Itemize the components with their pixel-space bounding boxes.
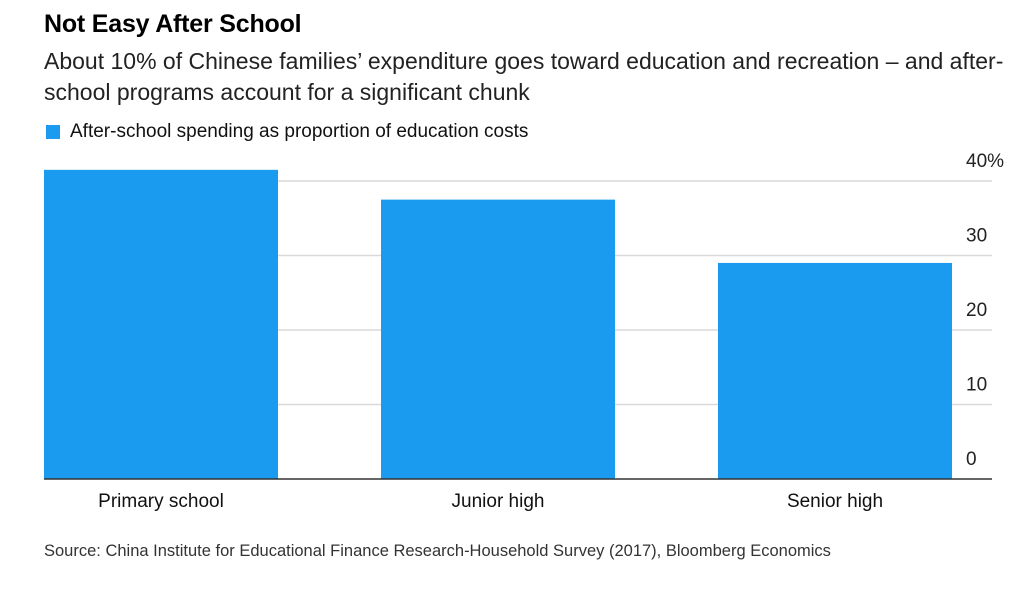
- x-tick-label: Junior high: [452, 491, 545, 512]
- chart-subtitle: About 10% of Chinese families’ expenditu…: [44, 48, 1004, 105]
- bar: [718, 262, 952, 479]
- x-axis-labels: Primary school Junior high Senior high: [98, 491, 883, 512]
- legend-swatch: [46, 125, 60, 139]
- legend-label: After-school spending as proportion of e…: [70, 121, 529, 142]
- y-tick-label: 20: [966, 300, 987, 321]
- legend: After-school spending as proportion of e…: [46, 121, 528, 143]
- bar: [381, 199, 615, 479]
- source-note: Source: China Institute for Educational …: [44, 542, 831, 560]
- y-tick-label: 0: [966, 449, 977, 470]
- x-tick-label: Primary school: [98, 491, 224, 512]
- y-tick-label: 40%: [966, 151, 1004, 172]
- y-tick-label: 10: [966, 375, 987, 396]
- chart-title: Not Easy After School: [44, 10, 302, 38]
- bar: [44, 169, 278, 479]
- bars: [44, 169, 952, 479]
- y-axis-ticks: 0 10 20 30 40%: [966, 151, 1004, 470]
- y-tick-label: 30: [966, 226, 987, 247]
- x-tick-label: Senior high: [787, 491, 883, 512]
